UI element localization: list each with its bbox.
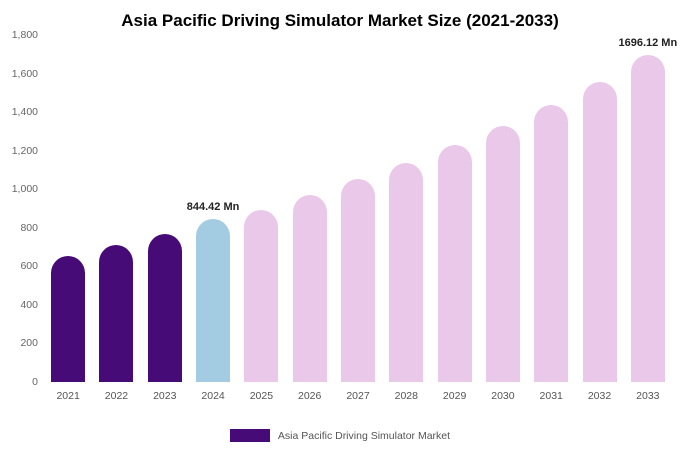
y-tick-label: 1,000: [11, 183, 38, 196]
legend-label: Asia Pacific Driving Simulator Market: [277, 429, 451, 442]
x-tick-label: 2023: [153, 390, 177, 402]
plot-wrap: 0 200 400 600 800 1,000 1,200 1,400 1,600 1,800 2…: [0, 29, 680, 407]
chart-title: Asia Pacific Driving Simulator Market Si…: [121, 11, 559, 30]
bar-2033: [630, 55, 665, 382]
y-tick-label: 800: [20, 221, 38, 234]
bar-value-label-2024: 844.42 Mn: [186, 201, 240, 214]
bar-2025: [244, 209, 279, 382]
legend: Asia Pacific Driving Simulator Market: [0, 429, 680, 442]
y-tick-label: 1,200: [11, 144, 38, 157]
bar-2022: [99, 244, 134, 382]
x-tick-label: 2029: [442, 390, 467, 402]
y-tick-label: 200: [20, 337, 38, 350]
x-tick-label: 2027: [346, 390, 370, 402]
bar-2023: [147, 233, 182, 382]
bar-2031: [534, 104, 569, 382]
bar-2032: [582, 82, 617, 382]
bar-2029: [437, 145, 472, 382]
x-tick-label: 2031: [539, 390, 563, 402]
y-tick-label: 1,800: [11, 29, 38, 41]
plot-area: 2021 2022 2023 2024 2025 2026 2027 2028 2029 2030…: [44, 35, 677, 402]
x-tick-label: 2033: [636, 390, 660, 402]
x-tick-label: 2030: [491, 390, 515, 402]
bar-value-label-2033: 1696.12 Mn: [618, 37, 678, 50]
y-tick-label: 400: [20, 298, 38, 311]
bar-2027: [341, 179, 375, 382]
bar-2030: [485, 125, 520, 382]
bar-2026: [292, 194, 327, 382]
y-tick-label: 1,400: [11, 106, 38, 119]
x-tick-label: 2022: [104, 390, 129, 402]
legend-swatch: [229, 429, 270, 442]
y-tick-label: 600: [20, 260, 38, 273]
y-tick-label: 1,600: [11, 67, 38, 80]
bar-2024: [196, 219, 231, 382]
x-tick-label: 2028: [394, 390, 418, 402]
y-axis: 0 200 400 600 800 1,000 1,200 1,400 1,600 1,800: [0, 29, 40, 388]
x-tick-label: 2024: [201, 390, 225, 402]
y-tick-label: 0: [32, 376, 38, 388]
x-tick-label: 2021: [56, 390, 80, 402]
x-tick-label: 2026: [298, 390, 322, 402]
x-tick-label: 2025: [249, 390, 274, 402]
x-tick-label: 2032: [587, 390, 612, 402]
bar-2021: [51, 255, 86, 382]
bar-2028: [389, 162, 424, 382]
